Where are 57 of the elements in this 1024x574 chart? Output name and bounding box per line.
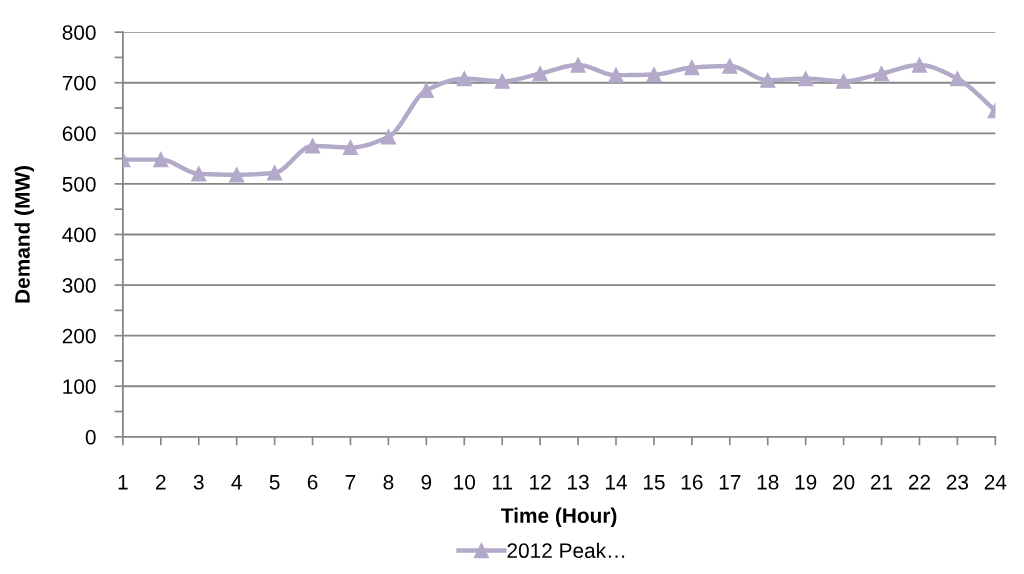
x-tick-label: 10 <box>454 474 476 490</box>
x-tick-label: 17 <box>719 475 741 490</box>
point <box>494 73 510 89</box>
legend-label: 2012 Peak… <box>507 542 625 559</box>
x-tick-label: 5 <box>269 475 280 490</box>
y-tick-label: 300 <box>62 278 96 293</box>
point <box>229 167 245 183</box>
y-tick-label: 600 <box>62 126 96 142</box>
point <box>722 58 738 74</box>
point <box>380 129 397 145</box>
x-tick-label: 1 <box>118 475 128 490</box>
point <box>342 139 359 156</box>
y-tick-label: 500 <box>62 176 96 192</box>
x-tick-label: 3 <box>193 474 204 490</box>
x-tick-label: 19 <box>795 474 817 490</box>
point <box>835 73 852 89</box>
x-tick-label: 21 <box>870 474 893 490</box>
x-tick-label: 7 <box>345 475 356 490</box>
x-tick-label: 14 <box>606 475 627 490</box>
point <box>911 57 928 73</box>
x-tick-label: 6 <box>307 474 318 490</box>
x-tick-label: 15 <box>643 475 665 490</box>
x-tick-label: 16 <box>681 474 703 490</box>
y-axis-title: Demand (MW) <box>14 166 34 303</box>
point <box>570 57 586 73</box>
x-tick-label: 20 <box>833 474 855 490</box>
y-tick-label: 200 <box>62 328 96 344</box>
x-tick-label: 9 <box>421 474 432 490</box>
x-tick-label: 12 <box>530 474 551 490</box>
x-tick-label: 2 <box>156 474 166 490</box>
y-tick-label: 700 <box>62 75 96 91</box>
point <box>760 72 776 88</box>
x-tick-label: 23 <box>946 474 969 490</box>
point <box>873 65 890 82</box>
y-tick-label: 100 <box>63 379 96 394</box>
x-tick-label: 24 <box>984 474 1007 490</box>
x-tick-label: 4 <box>231 475 242 490</box>
point <box>608 67 624 83</box>
point <box>532 65 548 82</box>
point <box>456 71 472 87</box>
x-tick-label: 13 <box>568 474 589 490</box>
x-axis-title: Time (Hour) <box>501 507 617 528</box>
x-tick-label: 22 <box>908 474 930 490</box>
x-tick-label: 8 <box>383 474 394 490</box>
x-tick-label: 18 <box>757 474 779 490</box>
y-tick-label: 800 <box>62 25 96 40</box>
y-tick-label: 400 <box>62 227 96 243</box>
y-tick-label: 0 <box>85 429 96 445</box>
x-tick-label: 11 <box>492 475 513 490</box>
point <box>191 166 207 182</box>
point <box>798 71 814 87</box>
point <box>949 71 966 87</box>
point <box>266 165 283 181</box>
point <box>684 59 700 76</box>
point <box>153 151 169 168</box>
point <box>646 66 662 83</box>
point <box>304 138 321 154</box>
